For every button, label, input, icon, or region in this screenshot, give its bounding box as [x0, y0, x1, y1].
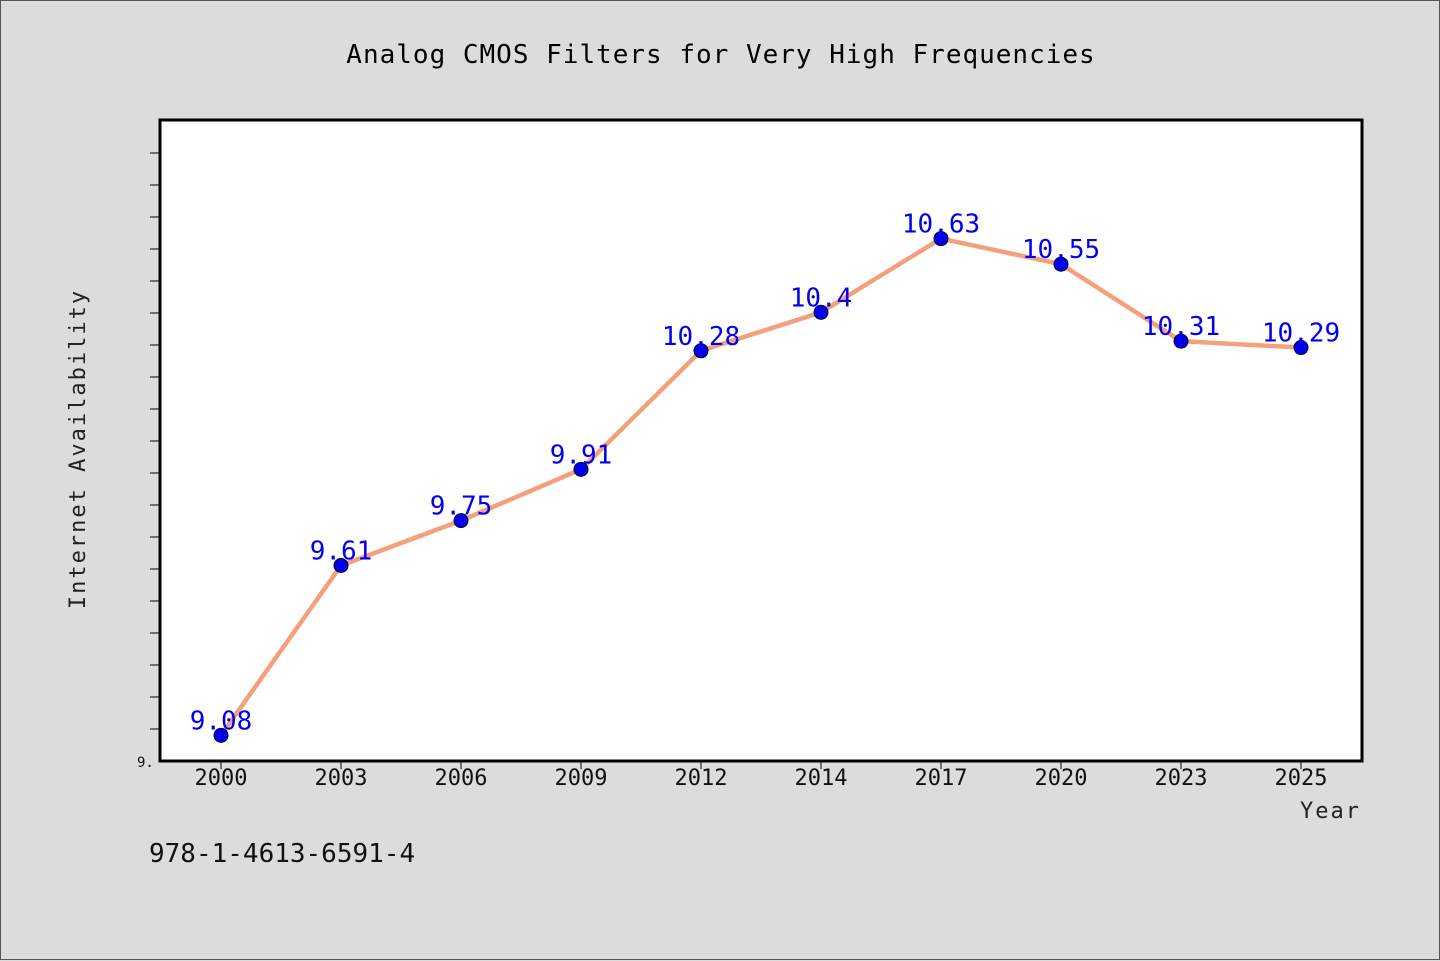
y-axis-ticks — [150, 152, 160, 730]
x-tick-label: 2017 — [915, 766, 968, 791]
data-point — [573, 461, 589, 477]
x-tick-label: 2014 — [795, 766, 848, 791]
data-point — [813, 304, 829, 320]
data-label: 9.61 — [310, 536, 373, 566]
data-label: 10.4 — [790, 283, 853, 313]
data-point — [453, 513, 469, 529]
x-tick-label: 2012 — [675, 766, 728, 791]
x-tick-label: 2003 — [315, 766, 368, 791]
x-tick-label: 2020 — [1035, 766, 1088, 791]
data-label: 10.63 — [902, 210, 980, 240]
series-0 — [213, 231, 1309, 743]
data-point — [213, 727, 229, 743]
data-point — [933, 231, 949, 247]
data-label: 9.08 — [190, 706, 253, 736]
data-point — [1053, 256, 1069, 272]
x-tick-label: 2009 — [555, 766, 608, 791]
x-axis-tick-labels: 2000 2003 2006 2009 2012 2014 2017 2020 2023 2025 — [195, 766, 1328, 791]
plot-area — [158, 118, 1364, 763]
data-point — [693, 343, 709, 359]
data-point — [1293, 340, 1309, 356]
data-label: 10.28 — [662, 322, 740, 352]
data-point — [333, 557, 349, 573]
data-point — [1173, 333, 1189, 349]
x-tick-label: 2000 — [195, 766, 248, 791]
x-tick-label: 2023 — [1155, 766, 1208, 791]
data-label: 10.29 — [1262, 319, 1340, 349]
x-tick-label: 2006 — [435, 766, 488, 791]
x-axis-ticks — [220, 761, 1302, 769]
isbn-text: 978-1-4613-6591-4 — [149, 839, 415, 869]
x-tick-label: 2025 — [1275, 766, 1328, 791]
chart-title: Analog CMOS Filters for Very High Freque… — [346, 40, 1095, 70]
series-line — [218, 236, 1304, 738]
y-tick-label: 9. — [137, 755, 154, 771]
x-axis-label: Year — [1300, 799, 1361, 824]
data-label: 9.91 — [550, 440, 613, 470]
data-label: 10.55 — [1022, 235, 1100, 265]
y-axis-label: Internet Availability — [66, 289, 91, 609]
data-label: 9.75 — [430, 492, 493, 522]
data-labels: 9.08 9.61 9.75 9.91 10.28 10.4 10.63 10.55 10.31… — [190, 210, 1340, 737]
data-label: 10.31 — [1142, 312, 1220, 342]
